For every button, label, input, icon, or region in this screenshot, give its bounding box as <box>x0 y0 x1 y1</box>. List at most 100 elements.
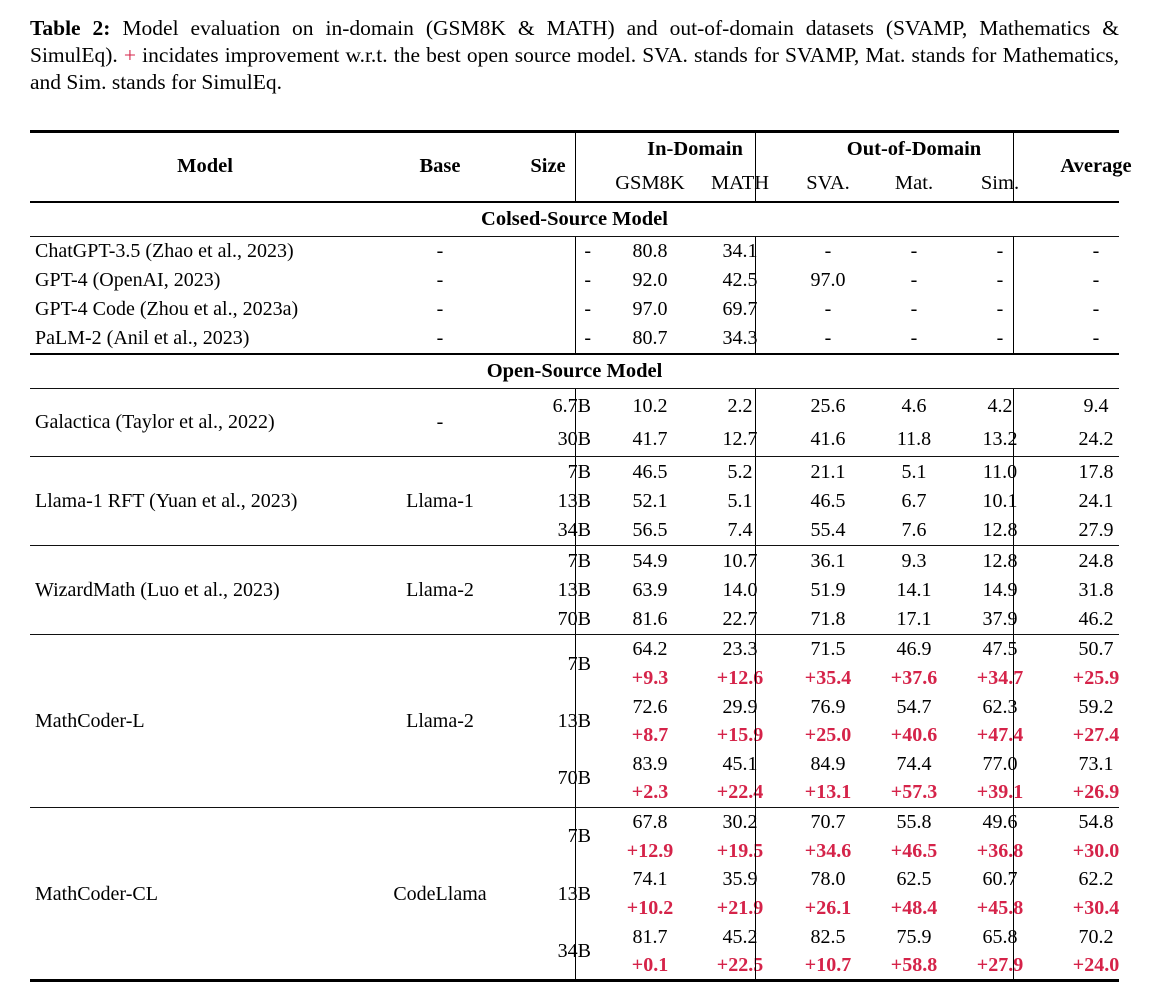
score-cell: 23.3 <box>722 638 758 661</box>
score-cell: 75.9 <box>896 925 932 948</box>
score-cell: 14.0 <box>722 578 758 601</box>
score-cell: 5.1 <box>901 460 927 483</box>
model-name-cell: MathCoder-CL <box>35 882 158 905</box>
header-math: MATH <box>710 172 770 195</box>
score-cell: 41.6 <box>810 428 846 450</box>
score-cell: 51.9 <box>810 578 846 601</box>
delta-cell: +57.3 <box>890 781 938 804</box>
score-cell: 54.7 <box>896 695 932 718</box>
vertical-rule <box>575 546 577 634</box>
score-cell: 7.6 <box>901 519 927 542</box>
score-cell: 4.6 <box>901 394 927 417</box>
header-size: Size <box>530 155 566 178</box>
score-cell: 25.6 <box>810 394 846 417</box>
score-cell: - <box>996 298 1004 321</box>
score-cell: 7.4 <box>727 519 753 542</box>
size-cell: 7B <box>567 460 591 483</box>
score-cell: 74.4 <box>896 752 932 775</box>
score-cell: 4.2 <box>987 394 1013 417</box>
size-cell: - <box>584 327 591 350</box>
score-cell: 71.5 <box>810 638 846 661</box>
vertical-rule <box>755 236 757 353</box>
score-cell: 54.8 <box>1078 811 1114 834</box>
score-cell: 45.2 <box>722 925 758 948</box>
score-cell: 55.8 <box>896 811 932 834</box>
delta-cell: +15.9 <box>716 724 764 747</box>
score-cell: 73.1 <box>1078 752 1114 775</box>
table-caption: Table 2: Model evaluation on in-domain (… <box>30 15 1119 96</box>
delta-cell: +13.1 <box>804 781 852 804</box>
score-cell: 46.9 <box>896 638 932 661</box>
score-cell: 11.0 <box>982 460 1018 483</box>
score-cell: - <box>1092 327 1100 350</box>
results-table: Model Base Size In-Domain GSM8K MATH Out… <box>30 130 1132 982</box>
header-mat: Mat. <box>894 172 934 195</box>
caption-text-1: Model evaluation on in-domain (GSM8K & M… <box>30 16 1119 67</box>
model-name-cell: Galactica (Taylor et al., 2022) <box>35 411 275 434</box>
horizontal-rule <box>30 633 1119 636</box>
score-cell: 55.4 <box>810 519 846 542</box>
header-sva: SVA. <box>806 172 850 195</box>
base-cell: - <box>436 327 444 350</box>
score-cell: 80.7 <box>632 327 668 350</box>
model-name-cell: GPT-4 (OpenAI, 2023) <box>35 269 221 292</box>
score-cell: 78.0 <box>810 868 846 891</box>
header-in-domain: In-Domain <box>647 138 743 161</box>
base-cell: Llama-1 <box>406 489 474 512</box>
delta-cell: +36.8 <box>976 839 1024 862</box>
model-name-cell: ChatGPT-3.5 (Zhao et al., 2023) <box>35 240 294 263</box>
delta-cell: +0.1 <box>631 954 669 977</box>
horizontal-rule <box>30 235 1119 237</box>
caption-text-2: incidates improvement w.r.t. the best op… <box>30 43 1120 94</box>
score-cell: 62.3 <box>982 695 1018 718</box>
delta-cell: +21.9 <box>716 896 764 919</box>
score-cell: 10.7 <box>722 549 758 572</box>
score-cell: 14.9 <box>982 578 1018 601</box>
score-cell: 47.5 <box>982 638 1018 661</box>
delta-cell: +25.0 <box>804 724 852 747</box>
table-block: Llama-1 RFT (Yuan et al., 2023) Llama-1 7B… <box>30 456 1119 545</box>
model-name-cell: PaLM-2 (Anil et al., 2023) <box>35 327 250 350</box>
horizontal-rule <box>30 352 1119 355</box>
delta-cell: +27.9 <box>976 954 1024 977</box>
horizontal-rule <box>30 455 1119 457</box>
base-cell: - <box>436 269 444 292</box>
delta-cell: +25.9 <box>1072 666 1120 689</box>
size-cell: 70B <box>505 605 605 634</box>
delta-cell: +26.1 <box>804 896 852 919</box>
vertical-rule <box>755 635 757 807</box>
score-cell: 70.7 <box>810 811 846 834</box>
table-header: Model Base Size In-Domain GSM8K MATH Out… <box>30 132 1132 201</box>
score-cell: 45.1 <box>722 752 758 775</box>
delta-cell: +30.4 <box>1072 896 1120 919</box>
score-cell: - <box>996 240 1004 263</box>
score-cell: 60.7 <box>982 868 1018 891</box>
size-cell: 7B <box>567 652 591 675</box>
score-cell: 24.1 <box>1078 489 1114 512</box>
paper-page: Table 2: Model evaluation on in-domain (… <box>30 15 1132 982</box>
model-name-cell: MathCoder-L <box>35 709 145 732</box>
score-cell: 69.7 <box>722 298 758 321</box>
delta-cell: +39.1 <box>976 781 1024 804</box>
score-cell: 81.6 <box>632 608 668 631</box>
base-cell: - <box>436 411 444 434</box>
score-cell: 63.9 <box>632 578 668 601</box>
delta-cell: +10.7 <box>804 954 852 977</box>
delta-cell: +48.4 <box>890 896 938 919</box>
vertical-rule <box>575 807 577 980</box>
delta-cell: +8.7 <box>631 724 669 747</box>
header-out-of-domain: Out-of-Domain <box>846 138 982 161</box>
table-body: Colsed-Source Model ChatGPT-3.5 (Zhao et … <box>30 203 1119 982</box>
table-block: WizardMath (Luo et al., 2023) Llama-2 7B 54… <box>30 546 1119 634</box>
score-cell: 97.0 <box>632 298 668 321</box>
score-cell: 42.5 <box>722 269 758 292</box>
model-name-cell: WizardMath (Luo et al., 2023) <box>35 578 280 601</box>
score-cell: 80.8 <box>632 240 668 263</box>
score-cell: - <box>1092 298 1100 321</box>
score-cell: 36.1 <box>810 549 846 572</box>
vertical-rule <box>1013 388 1015 456</box>
delta-cell: +24.0 <box>1072 954 1120 977</box>
vertical-rule <box>1013 456 1015 545</box>
vertical-rule <box>575 635 577 807</box>
score-cell: 62.2 <box>1078 868 1114 891</box>
